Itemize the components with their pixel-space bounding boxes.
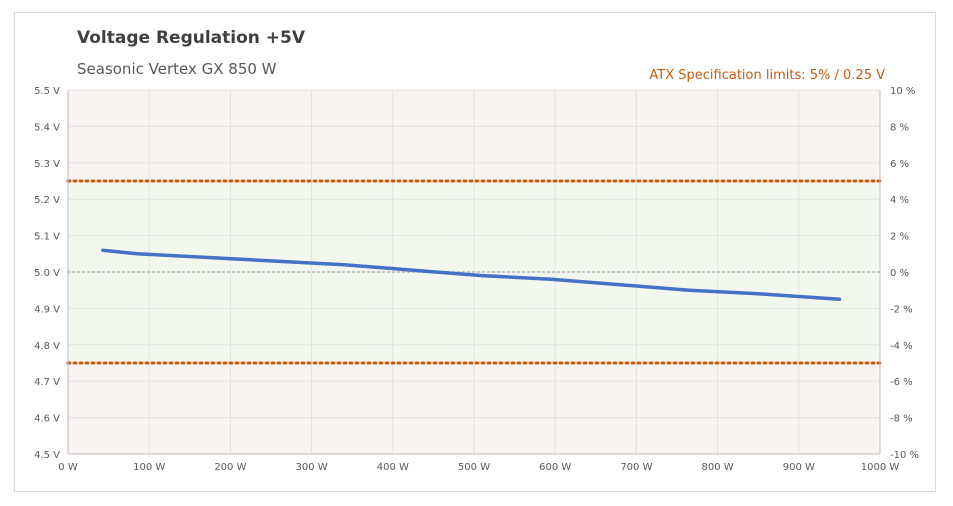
series-line-0 xyxy=(101,248,842,302)
x-tick-label: 600 W xyxy=(539,462,571,473)
x-tick-label: 800 W xyxy=(702,462,734,473)
x-tick-label: 900 W xyxy=(783,462,815,473)
x-tick-label: 500 W xyxy=(458,462,490,473)
chart-title: Voltage Regulation +5V xyxy=(77,28,306,48)
y2-tick-label: -10 % xyxy=(890,450,919,461)
y-tick-label: 4.9 V xyxy=(34,304,60,315)
x-tick-label: 1000 W xyxy=(861,462,900,473)
y2-tick-label: 2 % xyxy=(890,232,909,243)
y2-tick-label: 0 % xyxy=(890,268,909,279)
y-tick-label: 4.8 V xyxy=(34,341,60,352)
y2-tick-label: 6 % xyxy=(890,159,909,170)
y2-tick-label: 10 % xyxy=(890,86,915,97)
x-tick-label: 400 W xyxy=(377,462,409,473)
spec-limits-annotation: ATX Specification limits: 5% / 0.25 V xyxy=(649,68,885,83)
x-tick-label: 0 W xyxy=(58,462,78,473)
y2-tick-label: -4 % xyxy=(890,341,913,352)
y-tick-label: 4.7 V xyxy=(34,377,60,388)
chart-subtitle: Seasonic Vertex GX 850 W xyxy=(77,60,277,78)
y-tick-label: 5.5 V xyxy=(34,86,60,97)
x-tick-label: 200 W xyxy=(214,462,246,473)
x-tick-label: 700 W xyxy=(620,462,652,473)
y2-tick-label: 4 % xyxy=(890,195,909,206)
y2-tick-label: -8 % xyxy=(890,414,913,425)
y-tick-label: 4.5 V xyxy=(34,450,60,461)
y2-tick-label: 8 % xyxy=(890,122,909,133)
x-tick-label: 100 W xyxy=(133,462,165,473)
y-tick-label: 4.6 V xyxy=(34,414,60,425)
y-tick-label: 5.1 V xyxy=(34,232,60,243)
y-tick-label: 5.4 V xyxy=(34,122,60,133)
y-tick-label: 5.2 V xyxy=(34,195,60,206)
x-tick-label: 300 W xyxy=(296,462,328,473)
y2-tick-label: -6 % xyxy=(890,377,913,388)
y-tick-label: 5.0 V xyxy=(34,268,60,279)
y-tick-label: 5.3 V xyxy=(34,159,60,170)
y2-tick-label: -2 % xyxy=(890,304,913,315)
